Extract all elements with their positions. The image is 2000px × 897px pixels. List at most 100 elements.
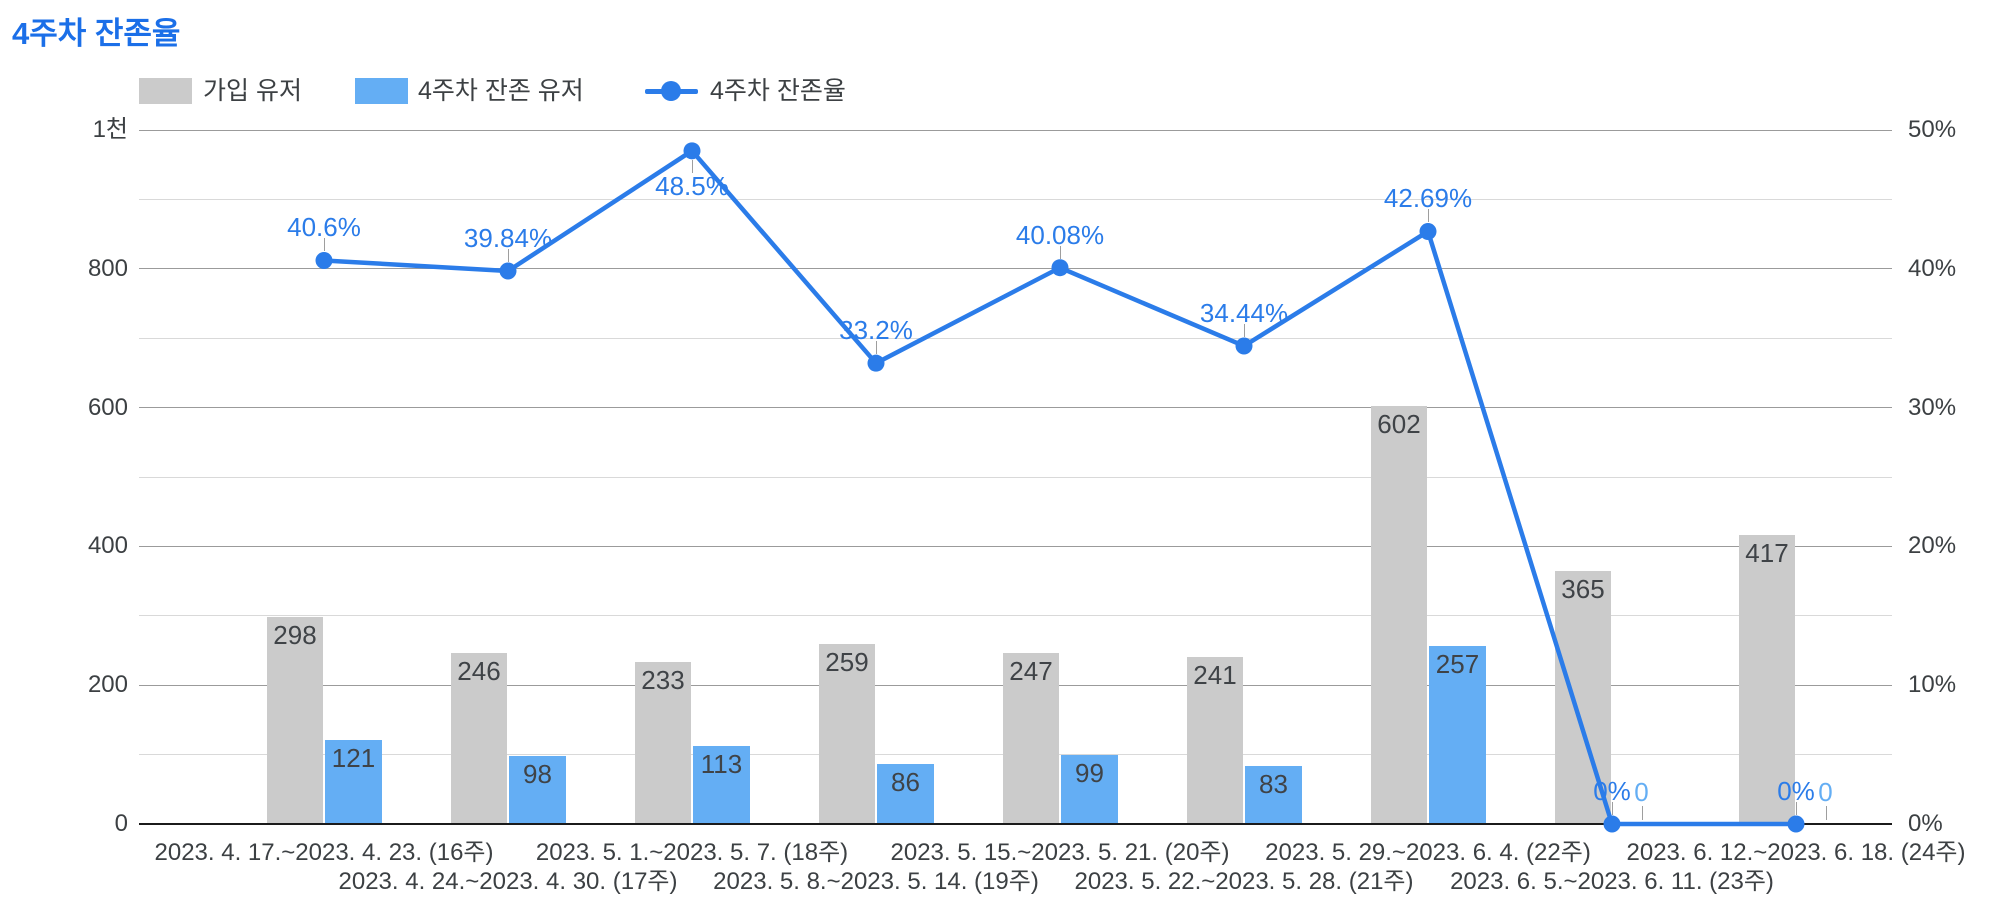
bar-signup-users[interactable] <box>451 653 507 824</box>
bar-value-label: 247 <box>1009 655 1053 686</box>
bar-retained-users[interactable] <box>1245 766 1302 824</box>
legend-dot-marker-retention-rate <box>661 81 681 101</box>
line-point[interactable] <box>1235 337 1253 355</box>
gridline-minor <box>139 337 1892 339</box>
line-point[interactable] <box>1603 815 1621 833</box>
gridline-minor <box>139 198 1892 200</box>
line-point[interactable] <box>1419 222 1437 240</box>
bar-value-label: 259 <box>825 647 869 678</box>
bar-retained-users[interactable] <box>693 745 750 824</box>
bar-value-label: 99 <box>1075 758 1104 789</box>
rate-value-label: 33.2% <box>839 315 913 346</box>
bar-value-label: 257 <box>1435 648 1480 679</box>
bar-value-label: 241 <box>1193 659 1237 690</box>
x-axis-category-label: 2023. 5. 22.~2023. 5. 28. (21주) <box>1074 868 1414 895</box>
rate-value-label: 42.69% <box>1383 183 1473 214</box>
x-axis-category-label: 2023. 5. 8.~2023. 5. 14. (19주) <box>713 868 1039 895</box>
rate-label-leader <box>876 341 877 355</box>
y-axis-left-tick-label: 200 <box>87 671 128 699</box>
bar-signup-users[interactable] <box>267 617 323 824</box>
x-axis-baseline <box>139 823 1892 825</box>
y-axis-right-tick-label: 50% <box>1908 116 1957 143</box>
rate-value-label: 40.08% <box>1015 219 1105 250</box>
bar-signup-users[interactable] <box>1187 656 1243 824</box>
y-axis-right-tick-label: 40% <box>1908 254 1957 282</box>
bar-signup-users[interactable] <box>1003 652 1059 824</box>
rate-value-label: 34.44% <box>1199 297 1289 328</box>
bar-signup-users[interactable] <box>1739 534 1795 824</box>
bar-retained-users[interactable] <box>1061 755 1118 824</box>
x-axis-category-label: 2023. 4. 24.~2023. 4. 30. (17주) <box>338 868 678 895</box>
line-point[interactable] <box>499 262 517 280</box>
rate-value-label: 40.6% <box>287 212 361 243</box>
bar-value-label: 298 <box>273 620 317 651</box>
rate-value-label: 0% <box>1777 776 1815 806</box>
line-point[interactable] <box>683 142 701 160</box>
legend-swatch-retained-users <box>355 78 408 104</box>
rate-label-leader <box>508 249 509 263</box>
y-axis-left-tick-label: 0 <box>114 810 128 837</box>
rate-label-leader <box>1612 802 1613 815</box>
gridline-major <box>139 407 1892 409</box>
legend-label-retention-rate: 4주차 잔존율 <box>710 77 846 105</box>
x-axis-category-label: 2023. 6. 12.~2023. 6. 18. (24주) <box>1626 839 1966 866</box>
line-point[interactable] <box>1787 815 1805 833</box>
gridline-major <box>139 545 1892 547</box>
rate-label-leader <box>1244 323 1245 337</box>
x-axis-category-label: 2023. 5. 29.~2023. 6. 4. (22주) <box>1265 839 1591 866</box>
bar-value-label: 602 <box>1377 409 1421 440</box>
bar-signup-users[interactable] <box>1555 570 1611 824</box>
x-axis-category-label: 2023. 5. 1.~2023. 5. 7. (18주) <box>535 839 849 866</box>
chart-title: 4주차 잔존율 <box>12 16 181 51</box>
bar-value-label: 83 <box>1259 769 1288 800</box>
legend-label-retained-users: 4주차 잔존 유저 <box>418 77 584 105</box>
bar-retained-users[interactable] <box>509 755 566 824</box>
bar-retained-users[interactable] <box>325 740 382 824</box>
rate-label-leader <box>1428 209 1429 223</box>
bar-value-label: 0 <box>1818 777 1833 807</box>
zero-bar-label-leader <box>1825 806 1827 820</box>
bar-value-label: 246 <box>457 656 501 687</box>
x-axis-category-label: 2023. 4. 17.~2023. 4. 23. (16주) <box>154 839 494 866</box>
rate-label-leader <box>1060 245 1061 259</box>
y-axis-left-tick-label: 600 <box>87 393 128 421</box>
gridline-minor <box>139 615 1892 617</box>
rate-label-leader <box>1796 802 1797 815</box>
x-axis-category-label: 2023. 5. 15.~2023. 5. 21. (20주) <box>890 839 1230 866</box>
rate-value-label: 0% <box>1593 776 1631 806</box>
gridline-major <box>139 129 1892 131</box>
gridline-minor <box>139 476 1892 478</box>
bar-value-label: 365 <box>1561 573 1605 604</box>
bar-value-label: 0 <box>1634 777 1649 807</box>
line-point[interactable] <box>1051 259 1069 277</box>
x-axis-category-label: 2023. 6. 5.~2023. 6. 11. (23주) <box>1450 868 1774 895</box>
y-axis-left-tick-label: 400 <box>87 532 128 560</box>
legend-label-signup-users: 가입 유저 <box>203 77 302 105</box>
bar-value-label: 233 <box>641 665 685 696</box>
y-axis-right-tick-label: 20% <box>1908 532 1957 560</box>
line-point[interactable] <box>315 251 333 269</box>
rate-value-label: 48.5% <box>655 170 729 201</box>
legend-swatch-signup-users <box>139 78 192 104</box>
bar-value-label: 98 <box>523 758 552 789</box>
bar-signup-users[interactable] <box>819 644 875 824</box>
y-axis-right-tick-label: 0% <box>1908 810 1943 837</box>
rate-label-leader <box>324 238 325 252</box>
bar-value-label: 121 <box>331 743 376 774</box>
y-axis-right-tick-label: 10% <box>1908 671 1957 699</box>
bar-value-label: 86 <box>891 767 920 798</box>
y-axis-right-tick-label: 30% <box>1908 393 1957 421</box>
y-axis-left-tick-label: 800 <box>87 254 128 282</box>
bar-retained-users[interactable] <box>1429 645 1486 824</box>
line-point[interactable] <box>867 354 885 372</box>
bar-signup-users[interactable] <box>635 662 691 824</box>
gridline-major <box>139 268 1892 270</box>
bar-retained-users[interactable] <box>877 764 934 824</box>
y-axis-left-tick-label: 1천 <box>92 116 128 143</box>
rate-value-label: 39.84% <box>463 223 553 254</box>
rate-label-leader <box>692 159 693 173</box>
bar-signup-users[interactable] <box>1371 406 1427 824</box>
bar-value-label: 113 <box>700 748 743 779</box>
